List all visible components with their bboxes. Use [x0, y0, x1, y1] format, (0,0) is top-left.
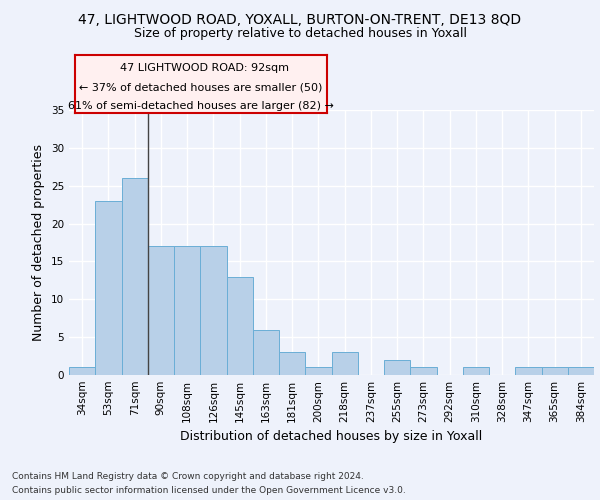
Bar: [515, 368, 542, 375]
Text: 47, LIGHTWOOD ROAD, YOXALL, BURTON-ON-TRENT, DE13 8QD: 47, LIGHTWOOD ROAD, YOXALL, BURTON-ON-TR…: [79, 12, 521, 26]
Text: 61% of semi-detached houses are larger (82) →: 61% of semi-detached houses are larger (…: [68, 100, 334, 110]
Text: Contains public sector information licensed under the Open Government Licence v3: Contains public sector information licen…: [12, 486, 406, 495]
Bar: [410, 368, 437, 375]
Bar: [227, 276, 253, 375]
Y-axis label: Number of detached properties: Number of detached properties: [32, 144, 46, 341]
Text: ← 37% of detached houses are smaller (50): ← 37% of detached houses are smaller (50…: [79, 82, 323, 92]
Bar: [174, 246, 200, 375]
Text: Size of property relative to detached houses in Yoxall: Size of property relative to detached ho…: [133, 28, 467, 40]
Bar: [331, 352, 358, 375]
Bar: [305, 368, 331, 375]
Bar: [200, 246, 227, 375]
Bar: [69, 368, 95, 375]
Text: Contains HM Land Registry data © Crown copyright and database right 2024.: Contains HM Land Registry data © Crown c…: [12, 472, 364, 481]
Text: 47 LIGHTWOOD ROAD: 92sqm: 47 LIGHTWOOD ROAD: 92sqm: [113, 62, 289, 72]
Bar: [148, 246, 174, 375]
Bar: [279, 352, 305, 375]
Bar: [95, 201, 121, 375]
Bar: [463, 368, 489, 375]
X-axis label: Distribution of detached houses by size in Yoxall: Distribution of detached houses by size …: [181, 430, 482, 444]
Bar: [542, 368, 568, 375]
Bar: [253, 330, 279, 375]
Bar: [384, 360, 410, 375]
Bar: [121, 178, 148, 375]
Bar: [568, 368, 594, 375]
